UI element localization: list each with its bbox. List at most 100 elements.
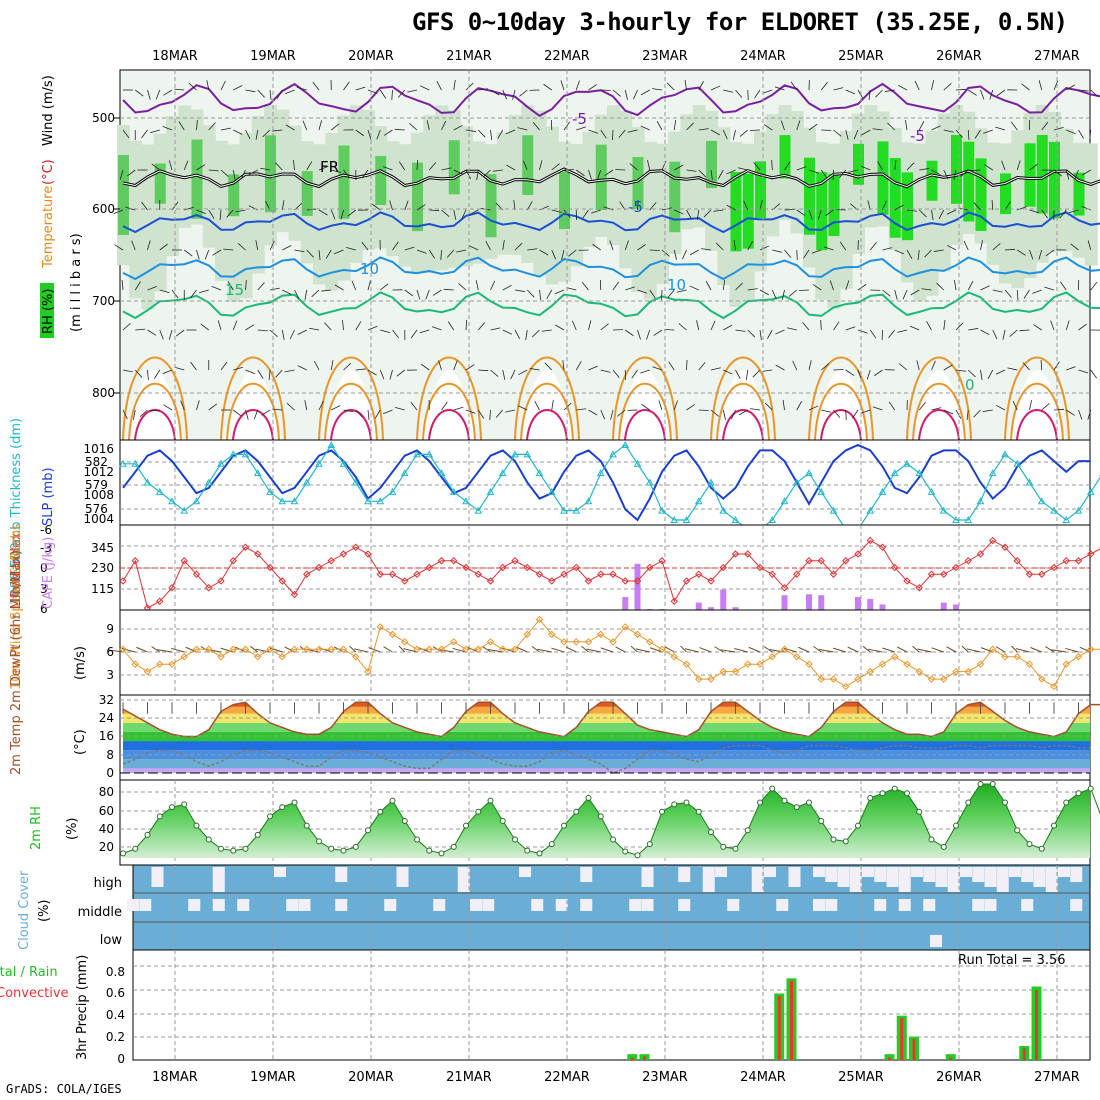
rh-shade-band [656, 143, 669, 284]
wind-speed-marker [878, 660, 887, 668]
cloud-clear-middle [384, 899, 397, 911]
upper-wind-barb [262, 129, 271, 138]
wind-speed-marker [303, 645, 311, 653]
rh-tick: 40 [99, 822, 114, 836]
upper-wind-barb [588, 365, 598, 371]
cloud-clear-high [886, 867, 899, 887]
thickness-marker [302, 478, 311, 486]
cloud-level-label: low [100, 933, 123, 948]
upper-wind-barb [159, 289, 170, 294]
upper-wind-barb [995, 369, 1006, 375]
wind-barb [862, 645, 871, 653]
upper-wind-barb [261, 409, 271, 416]
lifted-index-marker [964, 557, 972, 565]
upper-wind-barb [1029, 249, 1034, 260]
upper-wind-barb [973, 409, 981, 418]
upper-wind-barb [419, 329, 430, 334]
upper-wind-barb [936, 282, 945, 291]
upper-wind-barb [710, 409, 719, 417]
cloud-clear-middle [923, 899, 936, 911]
upper-wind-barb [713, 209, 724, 212]
upper-wind-barb [852, 409, 859, 419]
upper-wind-barb [361, 241, 369, 251]
upper-wind-barb [347, 209, 356, 217]
thickness-marker [1050, 506, 1058, 514]
upper-wind-barb [1041, 209, 1048, 219]
upper-wind-barb [289, 329, 295, 340]
upper-wind-barb [272, 129, 283, 132]
upper-wind-barb [1066, 84, 1076, 91]
upper-wind-barb [735, 282, 743, 291]
upper-wind-barb [325, 249, 332, 259]
date-label-bottom: 27MAR [1034, 1070, 1080, 1085]
lifted-index-marker [1087, 550, 1095, 558]
upper-wind-barb [208, 169, 219, 172]
upper-wind-barb [823, 246, 834, 251]
lifted-index-marker [548, 577, 556, 585]
upper-wind-barb [696, 209, 700, 220]
upper-wind-barb [931, 407, 942, 411]
upper-wind-barb [431, 326, 442, 331]
wind-speed-marker [560, 638, 568, 646]
rh-shade-core [228, 174, 240, 217]
cloud-clear-high [935, 867, 948, 887]
wind-speed-marker [266, 645, 274, 653]
lifted-index-marker [388, 570, 397, 578]
upper-wind-barb [732, 129, 736, 140]
lifted-index-marker [511, 557, 519, 565]
upper-wind-barb [1089, 129, 1092, 140]
thickness-marker [976, 497, 985, 505]
upper-wind-barb [233, 409, 242, 417]
lifted-index-marker [842, 557, 850, 565]
lifted-index-marker [817, 557, 825, 565]
rh2m-label: 2m RH [29, 806, 44, 850]
cloud-cover-panel: high middle low [78, 864, 1091, 951]
wind-barb [769, 649, 785, 653]
upper-wind-barb [897, 329, 908, 333]
wind-barb [818, 648, 834, 653]
cloud-clear-high [641, 867, 654, 887]
upper-wind-barb [703, 209, 712, 218]
wind-barb [452, 647, 467, 653]
upper-wind-barb [282, 245, 292, 251]
wind-speed-marker [364, 667, 372, 676]
upper-wind-barb [204, 249, 210, 260]
upper-wind-barb [1019, 329, 1030, 332]
rh-marker [671, 801, 678, 808]
upper-wind-barb [367, 369, 377, 376]
temp-tick: 16 [99, 729, 114, 743]
wind-speed-marker [388, 630, 397, 639]
cloud-clear-middle [776, 899, 789, 911]
lifted-index-tick: -6 [40, 523, 52, 537]
rh-marker [316, 838, 322, 845]
lifted-index-marker [523, 563, 531, 572]
rh-marker [291, 799, 298, 806]
upper-wind-barb [568, 249, 577, 257]
upper-wind-barb [465, 169, 472, 180]
wind-speed-marker [168, 660, 176, 668]
wind-speed-marker [278, 653, 286, 661]
wind-speed-marker [401, 638, 409, 646]
rh-marker [254, 831, 261, 838]
upper-wind-barb [428, 249, 436, 259]
upper-wind-barb [955, 88, 967, 91]
upper-wind-barb [324, 322, 332, 331]
upper-wind-barb [379, 369, 385, 380]
upper-wind-barb [514, 329, 521, 340]
upper-wind-barb [502, 284, 512, 291]
upper-wind-barb [759, 289, 769, 296]
upper-wind-barb [544, 362, 553, 371]
upper-wind-barb [674, 164, 684, 171]
thickness-marker [792, 478, 801, 486]
lifted-index-marker [205, 584, 213, 592]
upper-wind-barb [686, 359, 688, 371]
upper-wind-barb [119, 169, 124, 180]
rh-shade-core [889, 158, 901, 238]
temp-arch-contour [1010, 382, 1064, 441]
upper-wind-barb [612, 369, 620, 379]
wind-barb [649, 647, 663, 653]
thickness-marker [890, 469, 899, 477]
cloud-clear-middle [898, 899, 911, 911]
upper-wind-barb [906, 249, 913, 259]
thickness-marker [278, 497, 287, 505]
